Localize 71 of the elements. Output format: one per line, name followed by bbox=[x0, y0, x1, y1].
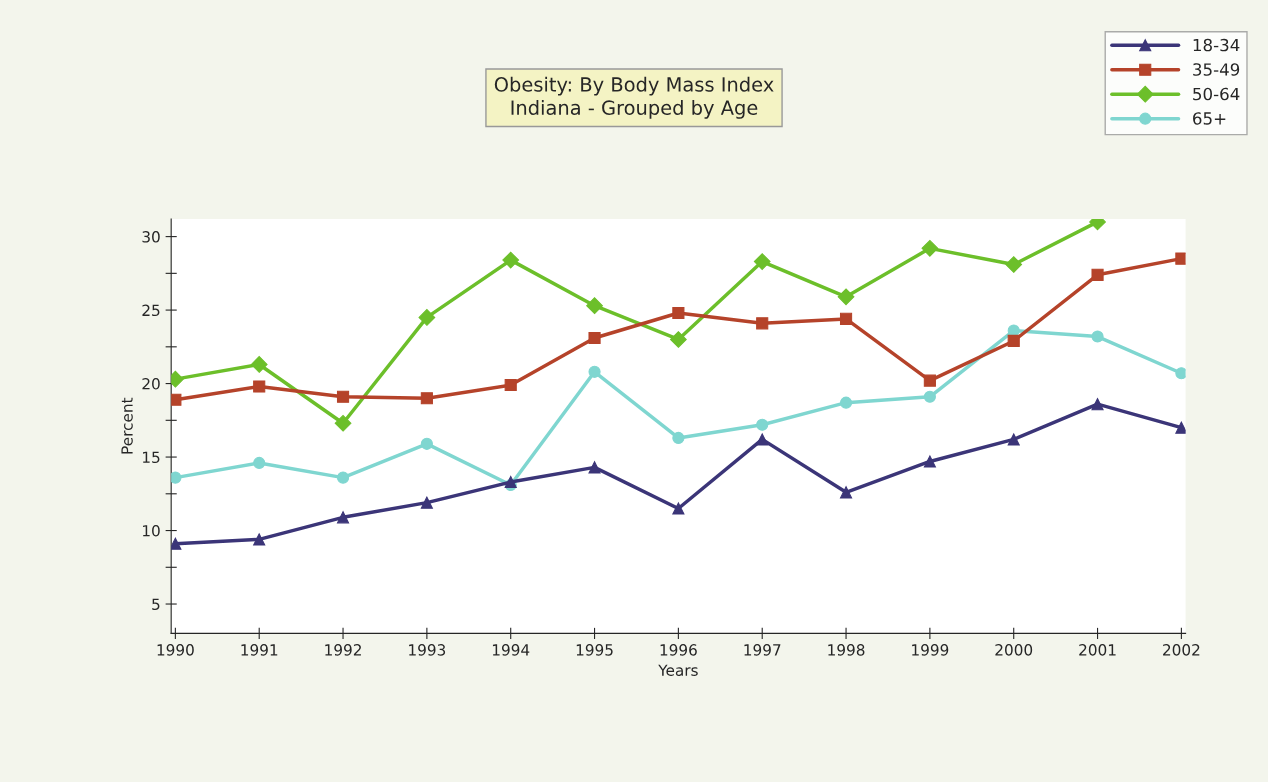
point bbox=[923, 455, 936, 468]
point bbox=[756, 418, 769, 431]
x-tick-label: 1997 bbox=[744, 644, 781, 656]
point bbox=[1007, 433, 1020, 446]
point bbox=[334, 414, 352, 432]
point bbox=[1005, 256, 1023, 273]
y-tick-label: 25 bbox=[142, 304, 160, 317]
point bbox=[588, 331, 601, 345]
point bbox=[253, 380, 266, 393]
point bbox=[588, 461, 601, 474]
point bbox=[839, 486, 853, 499]
x-tick-label: 2002 bbox=[1163, 644, 1200, 656]
chart-title: Obesity: By Body Mass Index Indiana - Grouped by Age bbox=[494, 76, 774, 119]
point bbox=[336, 390, 350, 403]
point bbox=[837, 288, 855, 306]
point bbox=[670, 331, 687, 348]
point bbox=[420, 392, 433, 405]
point bbox=[672, 502, 685, 515]
y-axis-title: Percent bbox=[121, 397, 133, 454]
x-tick-label: 1998 bbox=[828, 644, 865, 656]
y-tick-label: 20 bbox=[142, 378, 160, 390]
legend-label: 35-49 bbox=[1193, 63, 1240, 76]
x-tick-label: 2000 bbox=[995, 644, 1033, 656]
point bbox=[1091, 398, 1104, 411]
point bbox=[672, 306, 685, 320]
point bbox=[336, 511, 350, 524]
point bbox=[253, 533, 266, 546]
point bbox=[1091, 268, 1104, 281]
legend-label: 50-64 bbox=[1193, 87, 1240, 101]
point bbox=[420, 437, 433, 450]
point bbox=[420, 496, 433, 509]
x-tick-label: 1995 bbox=[576, 644, 613, 656]
point bbox=[839, 396, 853, 409]
point bbox=[923, 374, 936, 387]
x-tick-label: 1991 bbox=[241, 644, 278, 656]
point bbox=[756, 317, 769, 330]
point bbox=[253, 456, 266, 470]
y-tick-label: 15 bbox=[143, 451, 160, 464]
point bbox=[1175, 421, 1186, 434]
point bbox=[923, 390, 936, 403]
point bbox=[588, 365, 601, 378]
y-tick-label: 5 bbox=[152, 598, 160, 611]
point bbox=[336, 471, 350, 484]
legend-label: 65+ bbox=[1193, 112, 1226, 125]
point bbox=[1091, 330, 1104, 343]
point bbox=[753, 253, 771, 270]
point bbox=[171, 537, 182, 550]
x-tick-label: 1993 bbox=[409, 644, 446, 656]
x-tick-label: 1996 bbox=[660, 644, 697, 656]
point bbox=[1007, 334, 1020, 348]
x-axis-title: Years bbox=[658, 664, 698, 676]
legend-label: 18-34 bbox=[1193, 38, 1240, 52]
point bbox=[839, 312, 853, 325]
x-tick-label: 1999 bbox=[912, 644, 949, 656]
point bbox=[1175, 252, 1186, 265]
x-tick-label: 1992 bbox=[325, 644, 361, 656]
point bbox=[171, 471, 182, 484]
point bbox=[586, 297, 603, 315]
x-tick-label: 1994 bbox=[492, 644, 530, 656]
point bbox=[672, 431, 685, 445]
point bbox=[756, 433, 769, 446]
y-tick-label: 10 bbox=[143, 525, 160, 537]
x-tick-label: 1990 bbox=[157, 644, 194, 656]
y-tick-label: 30 bbox=[142, 231, 160, 243]
x-tick-label: 2001 bbox=[1079, 644, 1116, 656]
point bbox=[502, 251, 520, 269]
point bbox=[504, 378, 517, 392]
point bbox=[1175, 367, 1186, 380]
point bbox=[418, 309, 436, 326]
point bbox=[250, 356, 268, 373]
point bbox=[921, 239, 939, 257]
